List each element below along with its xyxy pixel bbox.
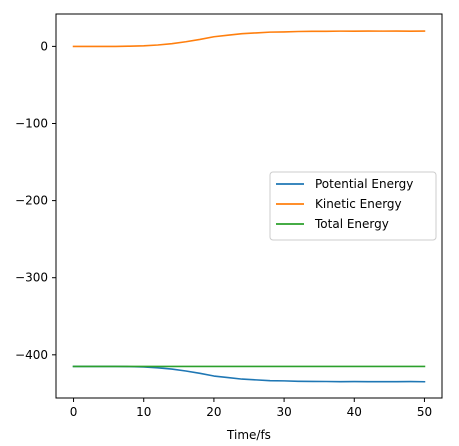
x-axis: 0 10 20 30 40 50 [70,398,432,419]
y-tick-label: −400 [15,348,48,362]
plot-frame [55,13,443,399]
x-tick-label: 0 [70,405,78,419]
series-layer [72,30,426,383]
x-tick-label: 10 [136,405,151,419]
x-tick-label: 40 [347,405,362,419]
y-tick-label: 0 [40,39,48,53]
legend-label-1: Kinetic Energy [315,197,402,211]
legend: Potential Energy Kinetic Energy Total Ener… [269,171,437,241]
y-axis: 0 −100 −200 −300 −400 [15,39,56,362]
series-line-1 [72,30,426,48]
x-axis-label: Time/fs [226,428,271,442]
legend-label-0: Potential Energy [315,177,413,191]
x-tick-label: 20 [206,405,221,419]
legend-box [269,171,437,241]
y-tick-label: −100 [15,116,48,130]
y-tick-label: −200 [15,194,48,208]
y-tick-label: −300 [15,271,48,285]
x-tick-label: 50 [417,405,432,419]
x-tick-label: 30 [276,405,291,419]
legend-label-2: Total Energy [314,217,389,231]
